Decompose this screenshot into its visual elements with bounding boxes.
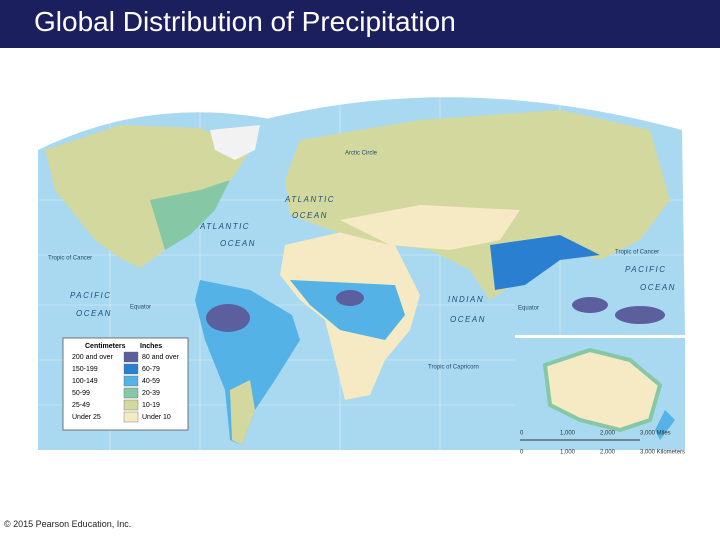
map-label: OCEAN bbox=[76, 309, 112, 318]
legend-swatch bbox=[123, 375, 139, 387]
legend-cm: 100-149 bbox=[72, 378, 98, 385]
copyright: © 2015 Pearson Education, Inc. bbox=[4, 519, 132, 529]
new-zealand bbox=[655, 410, 675, 440]
legend-swatch bbox=[123, 399, 139, 411]
legend-swatch bbox=[123, 411, 139, 423]
east-north-america bbox=[150, 180, 230, 250]
legend-in: 60-79 bbox=[142, 366, 160, 373]
legend-in: 40-59 bbox=[142, 378, 160, 385]
map-label: Tropic of Capricorn bbox=[428, 365, 479, 371]
legend-swatch bbox=[123, 387, 139, 399]
slide-title: Global Distribution of Precipitation bbox=[34, 6, 456, 37]
legend: Centimeters Inches 200 and over 80 and ov… bbox=[62, 337, 189, 431]
map-label: Tropic of Cancer bbox=[48, 256, 92, 262]
scale-bar: 0 1,000 2,000 3,000 Miles 0 1,000 2,000 3,000 K… bbox=[520, 431, 685, 456]
scale-miles: 3,000 Miles bbox=[640, 431, 671, 437]
legend-cm: 150-199 bbox=[72, 366, 98, 373]
map-label: PACIFIC bbox=[70, 291, 111, 300]
scale-km: 3,000 Kilometers bbox=[640, 450, 685, 456]
indonesia bbox=[572, 297, 608, 313]
map-label: Equator bbox=[518, 306, 539, 312]
legend-cm: 200 and over bbox=[72, 354, 114, 361]
legend-cm: 25-49 bbox=[72, 402, 90, 409]
legend-in: 20-39 bbox=[142, 390, 160, 397]
legend-in: 80 and over bbox=[142, 354, 180, 361]
legend-rows: 200 and over 80 and over 150-199 60-79 100-1… bbox=[72, 351, 180, 423]
scale-miles: 2,000 bbox=[600, 431, 616, 437]
legend-cm: 50-99 bbox=[72, 390, 90, 397]
africa-wet bbox=[290, 280, 405, 340]
legend-in: 10-19 bbox=[142, 402, 160, 409]
new-guinea bbox=[615, 306, 665, 324]
desert-belt bbox=[340, 205, 520, 250]
north-america bbox=[45, 125, 250, 268]
title-bar bbox=[0, 0, 720, 48]
map-label: Tropic of Cancer bbox=[615, 250, 659, 256]
legend-swatch bbox=[123, 351, 139, 363]
map-label: ATLANTIC bbox=[199, 222, 250, 231]
greenland bbox=[210, 125, 260, 160]
legend-swatch bbox=[123, 363, 139, 375]
map-label: OCEAN bbox=[292, 211, 328, 220]
scale-miles: 1,000 bbox=[560, 431, 576, 437]
congo bbox=[336, 290, 364, 306]
map-label: OCEAN bbox=[450, 315, 486, 324]
legend-header: Inches bbox=[140, 343, 162, 350]
map-label: Equator bbox=[130, 305, 151, 311]
map-label: Arctic Circle bbox=[345, 151, 378, 157]
patagonia bbox=[230, 380, 255, 445]
australia bbox=[542, 347, 663, 433]
legend-cm: Under 25 bbox=[72, 414, 101, 421]
scale-miles: 0 bbox=[520, 431, 524, 437]
monsoon-asia bbox=[490, 235, 600, 290]
scale-km: 2,000 bbox=[600, 450, 616, 456]
map-label: PACIFIC bbox=[625, 265, 666, 274]
map-labels: Arctic Circle ATLANTIC OCEAN ATLANTIC OCEAN P… bbox=[48, 151, 676, 371]
scale-km: 0 bbox=[520, 450, 524, 456]
map-label: OCEAN bbox=[640, 283, 676, 292]
map-label: ATLANTIC bbox=[284, 195, 335, 204]
legend-in: Under 10 bbox=[142, 414, 171, 421]
amazon bbox=[206, 304, 250, 332]
legend-header: Centimeters bbox=[85, 343, 126, 350]
scale-km: 1,000 bbox=[560, 450, 576, 456]
map-label: OCEAN bbox=[220, 239, 256, 248]
map-label: INDIAN bbox=[448, 295, 484, 304]
